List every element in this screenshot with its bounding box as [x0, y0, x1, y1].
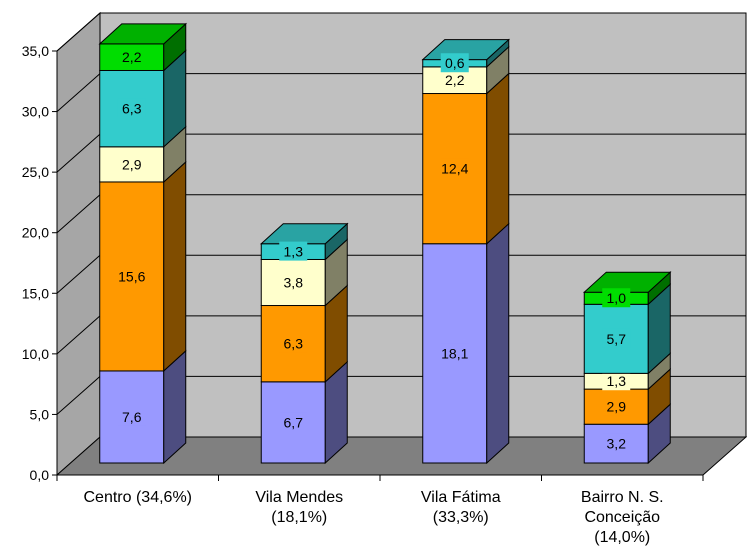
data-label: 6,7 [284, 414, 304, 430]
y-axis: 0,0 5,0 10,0 15,0 20,0 25,0 30,0 35,0 [22, 43, 58, 483]
data-label-bg [117, 266, 146, 286]
data-label-bg [440, 53, 469, 73]
data-label: 3,2 [607, 436, 627, 452]
bar-segment-side [163, 160, 187, 373]
data-label: 0,6 [445, 55, 465, 71]
x-category-label: Vila Fátima (33,3%) [421, 489, 501, 526]
data-label: 1,0 [607, 290, 627, 306]
data-label-bg [440, 343, 469, 363]
bar-stack: 3,2 2,9 1,3 5,7 1,0 [582, 271, 672, 465]
x-category-label-line: Centro (34,6%) [84, 489, 193, 506]
data-label-bg [117, 98, 146, 118]
data-label-bg [602, 371, 631, 391]
side-wall [56, 11, 101, 477]
data-label-bg [602, 288, 631, 308]
bar-segment-side [486, 72, 510, 245]
data-label-bg [279, 272, 308, 292]
data-label-bg [279, 333, 308, 353]
y-tick-label: 25,0 [22, 164, 49, 180]
x-category-label: Centro (34,6%) [84, 489, 193, 506]
x-category-label-line: Vila Fátima [421, 489, 501, 506]
x-category-label-line: (33,3%) [433, 509, 489, 526]
bar-stack: 18,1 12,4 2,20,6 [421, 38, 511, 465]
x-category-label-line: (14,0%) [594, 529, 650, 546]
bar-top [98, 23, 188, 45]
bar-segment-side [486, 222, 510, 465]
y-tick-label: 35,0 [22, 43, 49, 59]
data-label-bg [279, 241, 308, 261]
x-category-label-line: (18,1%) [271, 509, 327, 526]
data-label: 15,6 [118, 268, 145, 284]
data-label: 3,8 [284, 274, 304, 290]
data-label: 7,6 [122, 409, 142, 425]
data-label: 18,1 [441, 345, 468, 361]
y-tick-label: 15,0 [22, 285, 49, 301]
data-label-bg [602, 328, 631, 348]
data-label: 6,3 [284, 336, 304, 352]
x-category-label: Vila Mendes (18,1%) [255, 489, 343, 526]
data-label: 2,2 [122, 49, 142, 65]
x-axis: Centro (34,6%) Vila Mendes (18,1%) Vila Fát… [56, 474, 704, 546]
data-label-bg [279, 412, 308, 432]
data-label: 1,3 [284, 244, 304, 260]
data-label: 12,4 [441, 161, 468, 177]
data-label-bg [117, 154, 146, 174]
bar-stack: 6,7 6,3 3,8 1,3 [259, 222, 349, 465]
data-label: 2,9 [122, 156, 142, 172]
y-tick-label: 5,0 [30, 406, 50, 422]
y-tick-label: 20,0 [22, 225, 49, 241]
bars: 7,615,62,96,32,26,76,33,81,318,112,42,20… [98, 22, 672, 465]
data-label-bg [440, 158, 469, 178]
x-category-label-line: Conceição [584, 509, 660, 526]
x-category-label-line: Vila Mendes [255, 489, 343, 506]
data-label: 2,2 [445, 72, 465, 88]
data-label-bg [602, 433, 631, 453]
data-label-bg [117, 47, 146, 67]
data-label: 5,7 [607, 331, 627, 347]
gridline [56, 12, 746, 52]
x-category-label-line: Bairro N. S. [581, 489, 664, 506]
y-tick-label: 30,0 [22, 104, 49, 120]
x-category-label: Bairro N. S. Conceição (14,0%) [581, 489, 664, 546]
y-tick-label: 0,0 [30, 467, 50, 483]
data-label-bg [602, 396, 631, 416]
data-label-bg [440, 70, 469, 90]
data-label: 2,9 [607, 399, 627, 415]
bar-stack: 7,6 15,6 2,9 6,3 2,2 [98, 22, 188, 465]
y-tick-label: 10,0 [22, 346, 49, 362]
data-label: 6,3 [122, 101, 142, 117]
data-label: 1,3 [607, 373, 627, 389]
data-label-bg [117, 406, 146, 426]
